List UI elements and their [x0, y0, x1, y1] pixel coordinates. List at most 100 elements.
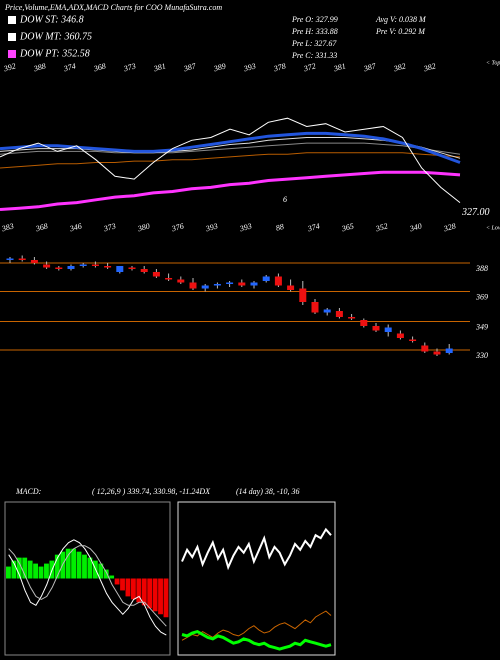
candle-body — [287, 285, 295, 290]
low-label: 393 — [238, 221, 253, 233]
histogram-bar — [44, 563, 49, 579]
low-label: 365 — [340, 221, 355, 233]
top-label: 389 — [212, 61, 227, 73]
histogram-bar — [103, 569, 109, 579]
candle-body — [213, 284, 221, 286]
histogram-bar — [65, 548, 71, 579]
candle-body — [30, 260, 38, 263]
candle-body — [323, 309, 331, 313]
histogram-bar — [147, 578, 153, 609]
candle-body — [152, 272, 160, 277]
candle-body — [18, 258, 26, 260]
macd-line — [8, 539, 167, 636]
top-label: 381 — [152, 61, 167, 73]
legend-label: DOW ST: 346.8 — [19, 14, 84, 25]
top-label: 392 — [2, 61, 17, 73]
candle-body — [396, 333, 404, 338]
macd-subtitle: ( 12,26,9 ) 339.74, 330.98, -11.24DX — [92, 487, 211, 496]
low-label: 368 — [34, 221, 49, 233]
adx-panel — [177, 501, 336, 656]
adx-subtitle: (14 day) 38, -10, 36 — [236, 487, 300, 496]
legend-label: DOW PT: 352.58 — [19, 48, 90, 59]
candle-body — [262, 276, 270, 281]
low-label: 328 — [442, 221, 457, 233]
stat-label: Pre H: 333.88 — [291, 27, 338, 36]
candle-body — [238, 282, 246, 286]
candle-body — [189, 282, 197, 289]
marker-text: 6 — [283, 195, 287, 204]
candle-body — [43, 264, 51, 268]
histogram-bar — [33, 563, 38, 579]
series-line — [0, 142, 461, 155]
low-label: 376 — [170, 221, 185, 233]
macd-title: MACD: — [15, 487, 42, 496]
top-label: 393 — [242, 61, 257, 73]
candle-body — [104, 266, 112, 268]
top-label: 368 — [92, 61, 107, 73]
candle-body — [348, 317, 356, 319]
candle-body — [67, 266, 75, 269]
top-label: 388 — [32, 61, 47, 73]
candle-body — [55, 267, 63, 269]
candle-body — [140, 269, 148, 272]
stat-label: Pre C: 331.33 — [291, 51, 337, 60]
histogram-bar — [16, 557, 22, 579]
candle-body — [91, 264, 99, 266]
y-tick-label: 388 — [475, 264, 488, 273]
candle-body — [250, 282, 258, 286]
low-label: 340 — [408, 221, 423, 233]
y-tick-label: 349 — [475, 322, 488, 331]
low-label: 352 — [374, 221, 389, 233]
stat-label: Avg V: 0.038 M — [375, 15, 427, 24]
series-line — [0, 170, 461, 211]
low-label: 383 — [0, 221, 15, 233]
candle-body — [79, 264, 87, 266]
histogram-bar — [76, 551, 82, 579]
top-label: 382 — [422, 61, 437, 73]
candle-body — [201, 285, 209, 289]
histogram-bar — [114, 578, 120, 585]
stat-label: Pre V: 0.292 M — [375, 27, 426, 36]
macd-line — [8, 545, 167, 627]
candle-body — [299, 288, 307, 302]
last-price-label: 327.00 — [461, 207, 490, 218]
stat-label: Pre L: 327.67 — [291, 39, 337, 48]
histogram-bar — [27, 560, 33, 579]
candle-body — [335, 311, 343, 317]
top-label: 382 — [392, 61, 407, 73]
histogram-bar — [82, 554, 87, 579]
histogram-bar — [141, 578, 147, 606]
top-label: 381 — [332, 61, 347, 73]
y-tick-label: 330 — [475, 351, 488, 360]
histogram-bar — [11, 560, 17, 579]
candle-body — [384, 327, 392, 332]
candle-body — [6, 258, 14, 260]
candle-body — [226, 282, 234, 284]
y-tick-label: 369 — [475, 292, 488, 301]
candle-body — [128, 267, 136, 269]
adx-line — [181, 527, 332, 571]
candle-body — [445, 348, 453, 353]
histogram-bar — [120, 578, 125, 591]
stat-label: Pre O: 327.99 — [291, 15, 338, 24]
candle-body — [116, 266, 124, 272]
low-label: 346 — [68, 221, 83, 233]
low-label: 373 — [102, 221, 117, 233]
candle-body — [177, 279, 185, 283]
top-label: 378 — [272, 61, 287, 73]
histogram-bar — [6, 566, 11, 579]
legend-label: DOW MT: 360.75 — [19, 31, 92, 42]
histogram-bar — [109, 575, 115, 579]
lows-label: < Lows — [486, 225, 500, 231]
top-label: 372 — [302, 61, 317, 73]
series-line — [0, 117, 461, 203]
low-label: 374 — [306, 221, 321, 233]
histogram-bar — [125, 578, 131, 597]
low-label: 380 — [136, 221, 151, 233]
histogram-bar — [152, 578, 158, 612]
histogram-bar — [130, 578, 136, 600]
top-label: 373 — [122, 61, 137, 73]
low-label: 393 — [204, 221, 219, 233]
